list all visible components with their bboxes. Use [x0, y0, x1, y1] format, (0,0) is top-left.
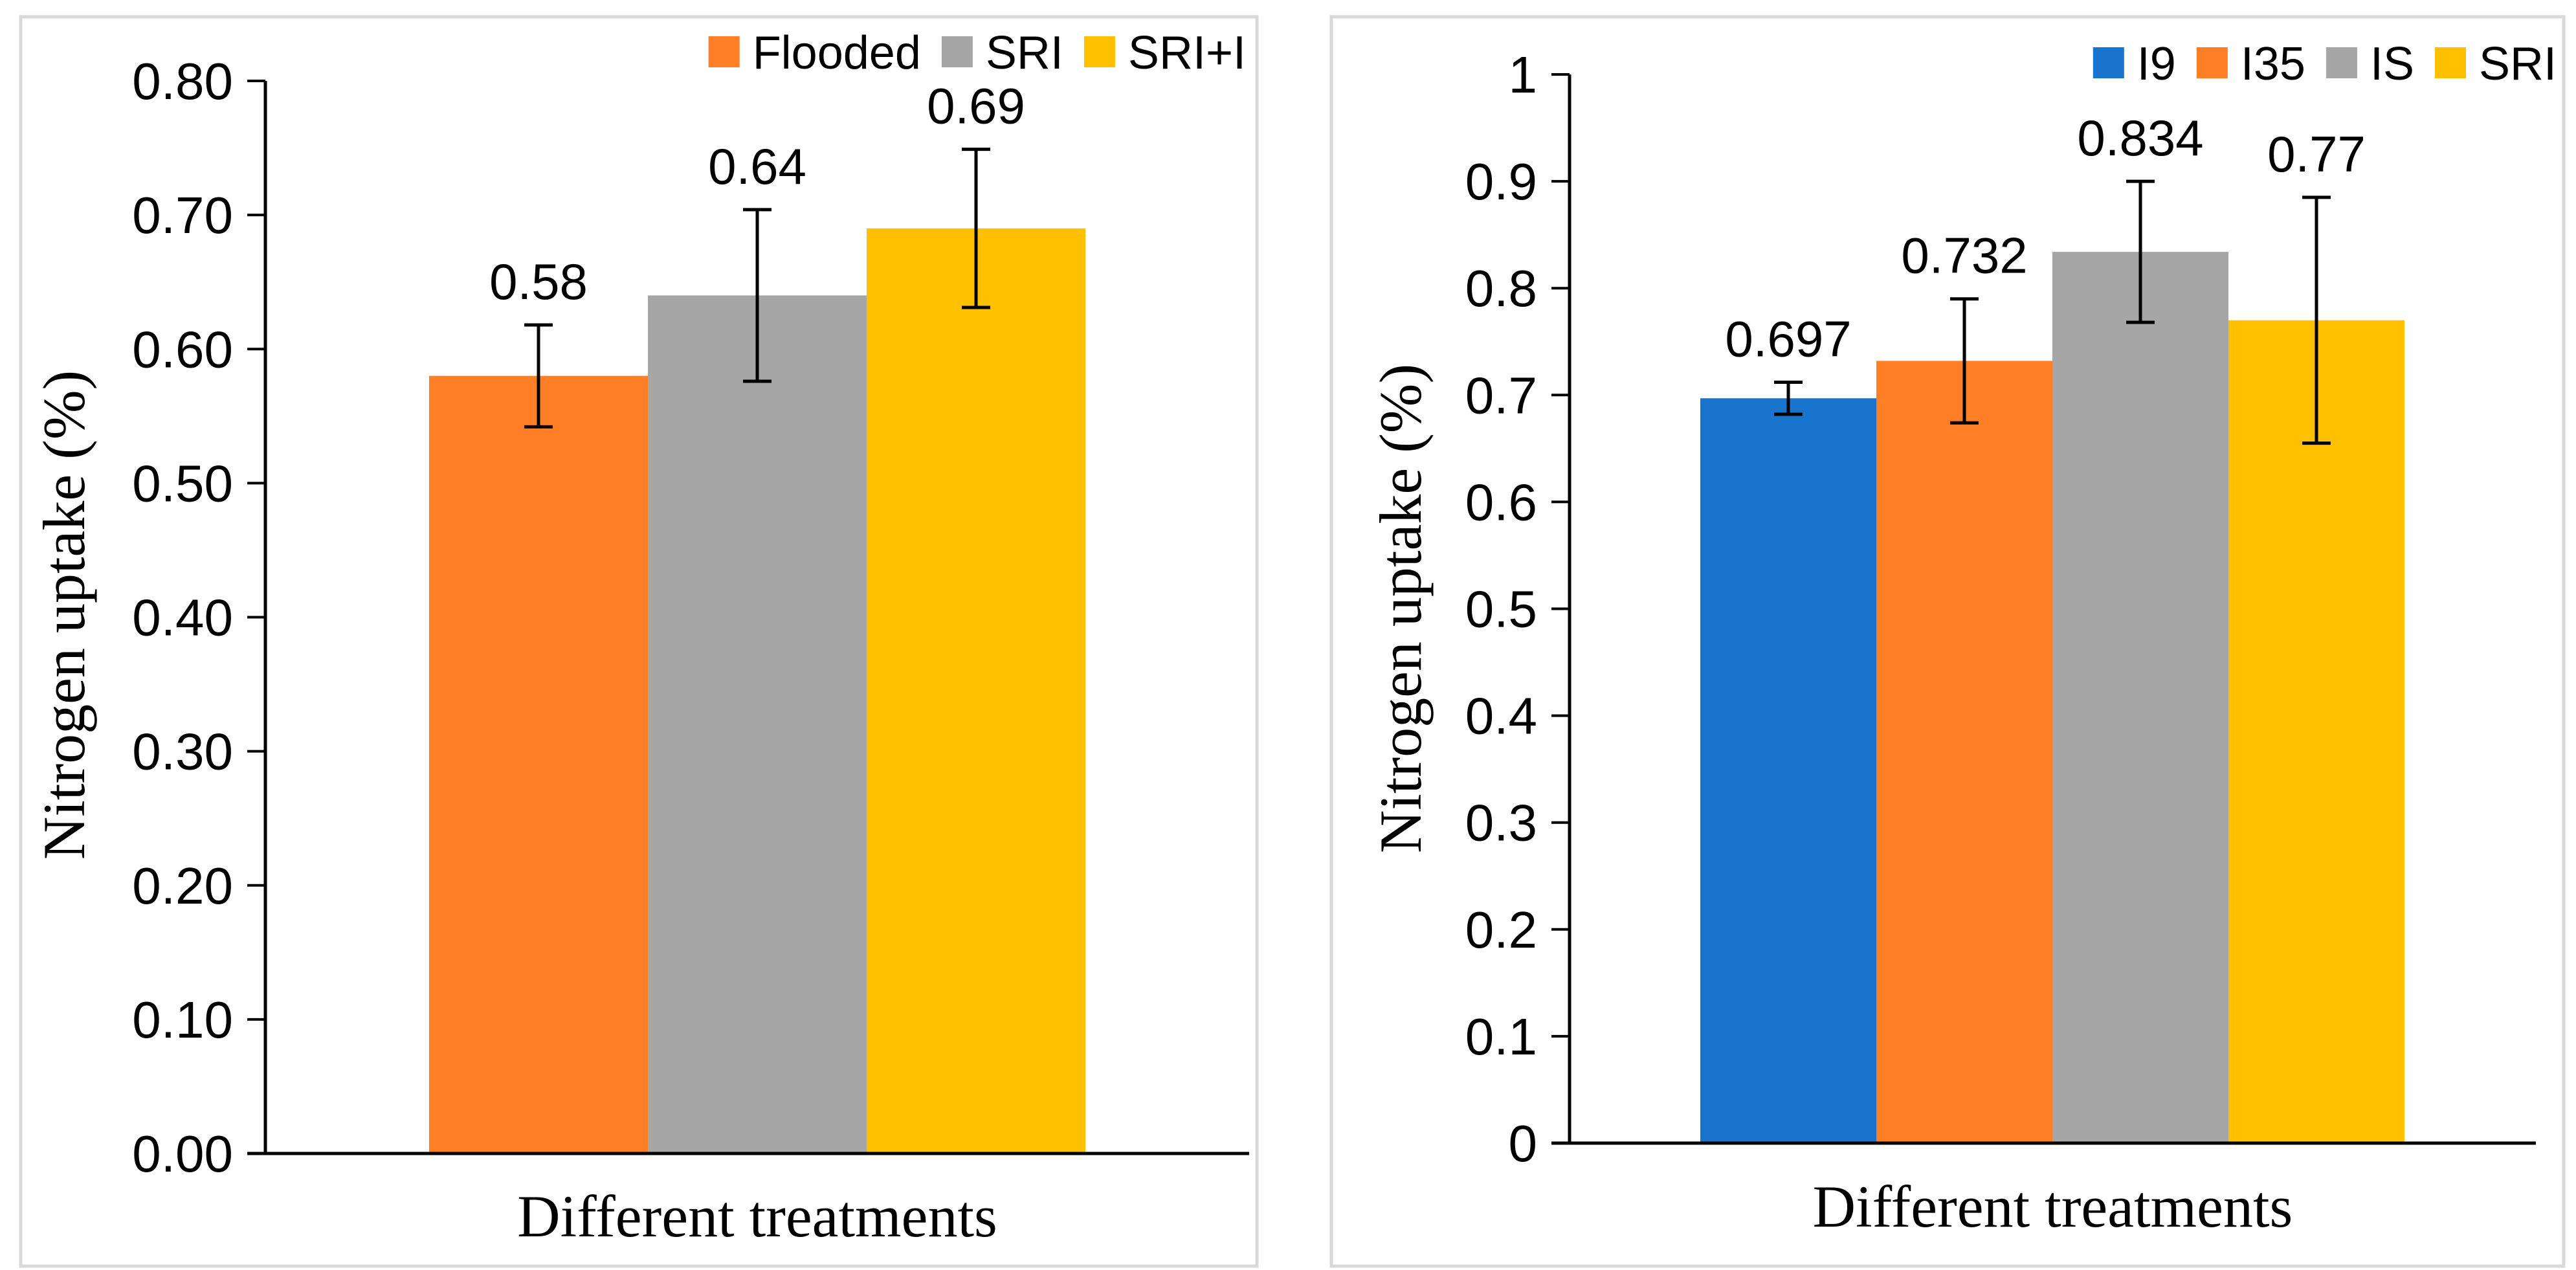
- legend: SRI IS I35 I9: [2093, 38, 2557, 90]
- data-label: 0.58: [489, 253, 588, 310]
- y-tick-label: 0.80: [132, 52, 233, 110]
- y-tick-label: 0.30: [132, 723, 233, 781]
- bar-i9: [1700, 398, 1876, 1144]
- chart-1: 0.00 0.10 0.20 0.30 0.40 0.50 0.60 0.70 0.80 0.58…: [19, 15, 1259, 1268]
- y-tick-label: 0.7: [1465, 366, 1537, 424]
- y-tick-label: 0.10: [132, 991, 233, 1049]
- y-axis-title: Nitrogen uptake (%): [31, 370, 97, 860]
- legend-label: IS: [2370, 38, 2414, 90]
- legend-label: Flooded: [753, 27, 921, 79]
- x-axis-title: Different treatments: [1813, 1174, 2293, 1240]
- y-tick-label: 0.5: [1465, 581, 1537, 638]
- y-tick-label: 0.50: [132, 454, 233, 512]
- legend-label: I9: [2137, 38, 2176, 90]
- legend-swatch: [2196, 47, 2228, 78]
- y-tick-label: 0.4: [1465, 687, 1537, 745]
- data-label: 0.697: [1725, 310, 1851, 367]
- legend-label: SRI+I: [1128, 27, 1246, 79]
- bar-sri: [648, 295, 867, 1153]
- legend-swatch: [2093, 47, 2124, 78]
- y-tick-label: 1: [1509, 46, 1538, 104]
- bar-flooded: [429, 375, 648, 1153]
- data-label: 0.732: [1901, 227, 2027, 284]
- legend-swatch: [708, 36, 740, 67]
- legend-swatch: [941, 36, 973, 67]
- y-tick-label: 0.3: [1465, 794, 1537, 852]
- y-tick-label: 0.1: [1465, 1008, 1537, 1065]
- y-tick-label: 0.40: [132, 589, 233, 647]
- data-label: 0.77: [2267, 126, 2366, 183]
- y-tick-label: 0.70: [132, 186, 233, 244]
- bar-i35: [1876, 361, 2052, 1143]
- y-tick-label: 0.6: [1465, 473, 1537, 531]
- y-tick-label: 0: [1509, 1115, 1538, 1172]
- bar-is: [2052, 252, 2228, 1143]
- x-axis-title: Different treatments: [517, 1183, 997, 1249]
- y-tick-label: 0.8: [1465, 260, 1537, 317]
- data-label: 0.834: [2077, 109, 2203, 166]
- legend: SRI+I SRI Flooded: [708, 27, 1246, 79]
- bar-sri-i: [867, 228, 1085, 1153]
- y-tick-label: 0.60: [132, 320, 233, 378]
- legend-label: SRI: [2479, 38, 2557, 90]
- y-tick-label: 0.9: [1465, 153, 1537, 210]
- legend-swatch: [1083, 36, 1115, 67]
- legend-label: SRI: [986, 27, 1063, 79]
- data-label: 0.69: [927, 78, 1025, 135]
- chart-2: 0 0.1 0.2 0.3 0.4 0.5 0.6 0.7 0.8 0.9 1 0.697 0.732 0…: [1329, 15, 2566, 1268]
- legend-swatch: [2326, 47, 2357, 78]
- y-tick-label: 0.2: [1465, 901, 1537, 959]
- y-tick-label: 0.20: [132, 857, 233, 915]
- legend-label: I35: [2241, 38, 2305, 90]
- y-tick-label: 0.00: [132, 1125, 233, 1183]
- legend-swatch: [2434, 47, 2466, 78]
- bar-sri: [2228, 320, 2404, 1144]
- data-label: 0.64: [708, 138, 806, 195]
- y-axis-title: Nitrogen uptake (%): [1368, 364, 1434, 853]
